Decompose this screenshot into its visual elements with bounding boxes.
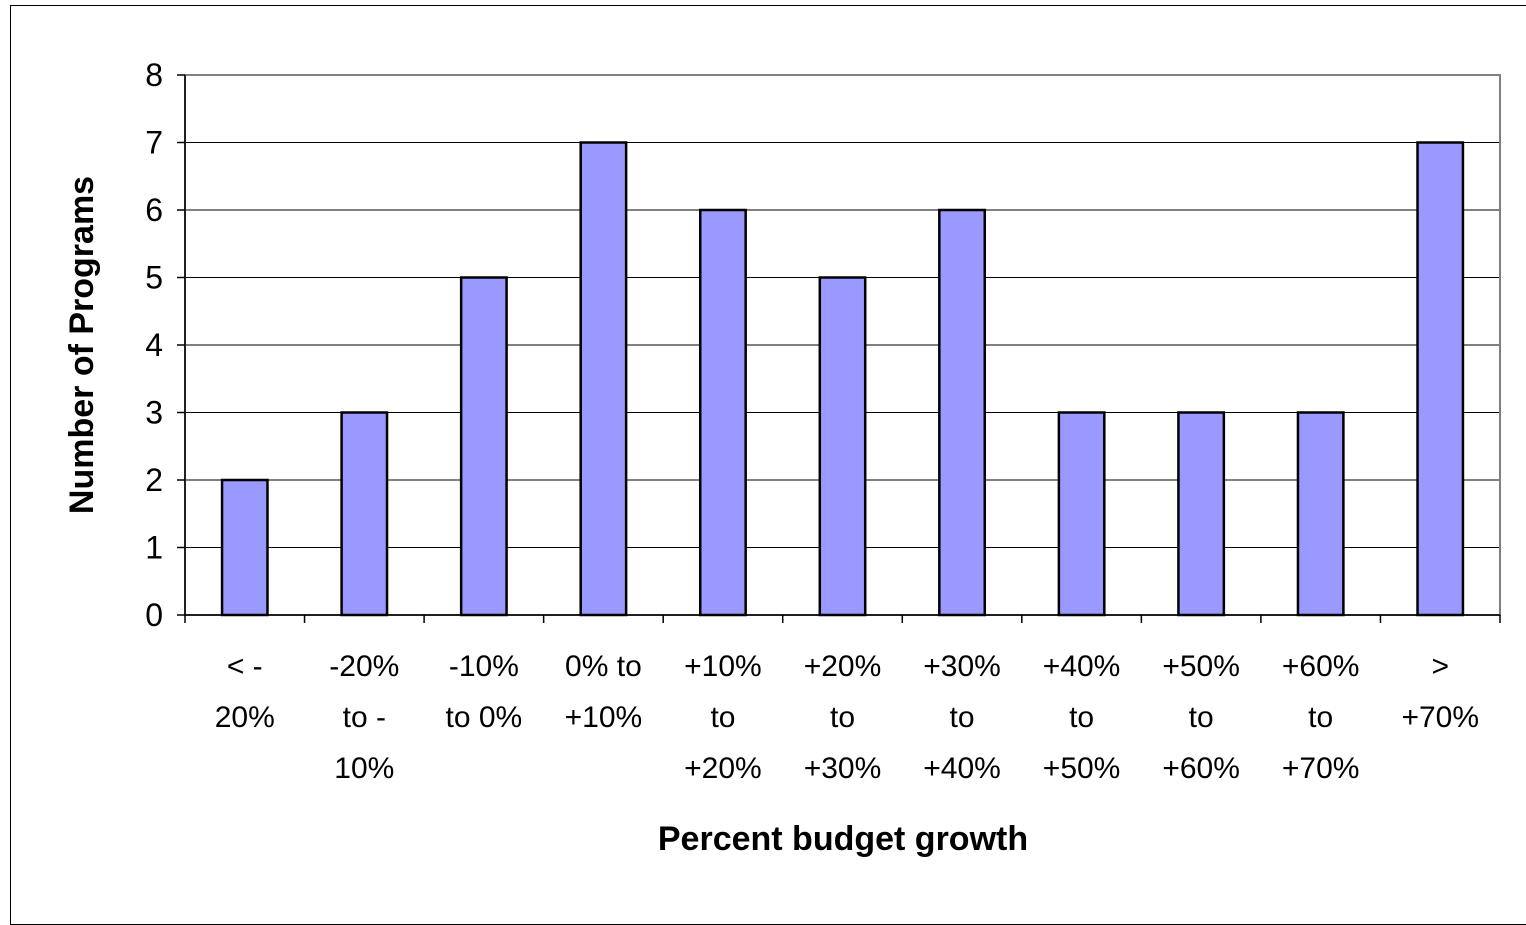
bar	[1177, 411, 1226, 617]
bar	[579, 141, 628, 617]
x-tick-label: +20% to +30%	[804, 650, 882, 785]
x-tick-label: > +70%	[1401, 650, 1479, 734]
bar	[1296, 411, 1345, 617]
axes	[177, 74, 1501, 623]
x-tick-label: +30% to +40%	[923, 650, 1001, 785]
y-tick-label: 8	[145, 57, 163, 93]
x-tick-label: -10% to 0%	[446, 650, 523, 734]
x-tick-label: -20% to -10%	[329, 650, 399, 785]
y-tick-label: 5	[145, 260, 163, 296]
x-tick-label: +50% to +60%	[1162, 650, 1240, 785]
y-tick-label: 1	[145, 530, 163, 566]
bar	[698, 208, 747, 617]
bar	[1416, 141, 1465, 617]
y-tick-label: 4	[145, 327, 163, 363]
x-tick-label: +40% to +50%	[1043, 650, 1121, 785]
x-tick-label: +60% to +70%	[1282, 650, 1360, 785]
x-tick-label: 0% to +10%	[565, 650, 643, 734]
y-axis-title: Number of Programs	[63, 176, 101, 514]
bar	[818, 276, 867, 617]
bar	[938, 208, 987, 617]
x-tick-label: < -20%	[215, 650, 275, 734]
bar	[220, 478, 269, 617]
y-tick-label: 7	[145, 125, 163, 161]
chart-frame	[10, 5, 1526, 925]
y-tick-label: 3	[145, 395, 163, 431]
y-tick-label: 0	[145, 597, 163, 633]
bar	[1057, 411, 1106, 617]
x-tick-labels: < -20% -20% to -10% -10% to 0% 0% to +10% +10% t…	[215, 650, 1479, 785]
x-tick-label: +10% to +20%	[684, 650, 762, 785]
y-tick-label: 2	[145, 462, 163, 498]
y-tick-label: 6	[145, 192, 163, 228]
x-axis-title: Percent budget growth	[658, 820, 1028, 858]
bar	[340, 411, 389, 617]
bar	[459, 276, 508, 617]
bars	[220, 141, 1465, 617]
y-tick-labels: 0 1 2 3 4 5 6 7 8	[145, 57, 163, 633]
